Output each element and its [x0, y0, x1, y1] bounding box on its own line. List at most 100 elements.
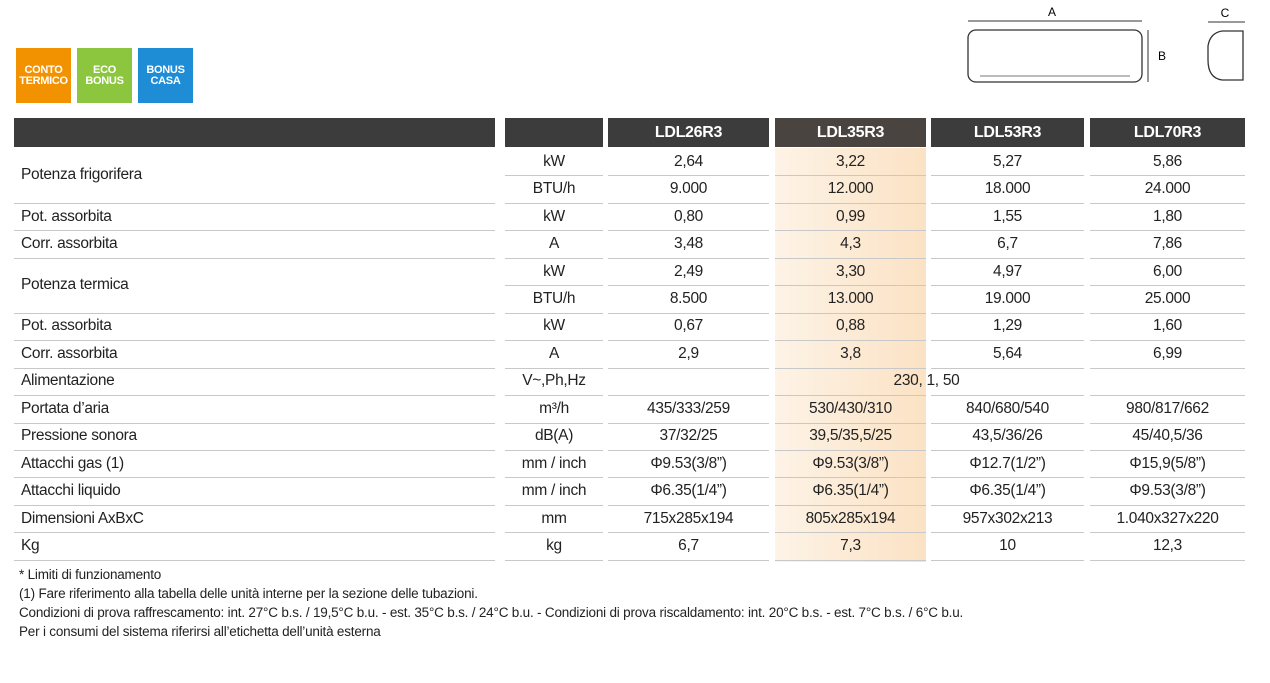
row-separator [14, 340, 495, 342]
row-separator [1090, 285, 1245, 287]
badge-text: BONUS [146, 63, 185, 76]
value: 25.000 [1144, 289, 1191, 307]
value: 45/40,5/36 [1132, 427, 1203, 445]
value: 5,86 [1153, 152, 1182, 170]
row-separator [775, 395, 926, 397]
row-separator [775, 477, 926, 479]
row-separator [1090, 175, 1245, 177]
row-separator [608, 559, 769, 561]
value: Φ12.7(1/2”) [969, 454, 1046, 472]
row-separator [608, 477, 769, 479]
row-separator [1090, 449, 1245, 451]
row-separator [775, 559, 926, 561]
row-label: Potenza frigorifera [21, 166, 142, 184]
row-separator [505, 312, 603, 314]
value: 1,80 [1153, 207, 1182, 225]
value: 6,99 [1153, 344, 1182, 362]
row-separator [608, 367, 769, 369]
value: 435/333/259 [647, 399, 730, 417]
unit: kW [543, 152, 565, 170]
row-separator [505, 202, 603, 204]
row-separator [505, 422, 603, 424]
value: 7,86 [1153, 235, 1182, 253]
row-separator [505, 559, 603, 561]
value: 0,99 [836, 207, 865, 225]
row-separator [608, 175, 769, 177]
row-separator [505, 367, 603, 369]
row-separator [931, 559, 1084, 561]
header-cell [14, 118, 495, 147]
value: 530/430/310 [809, 399, 892, 417]
row-separator [1090, 504, 1245, 506]
unit: kW [543, 207, 565, 225]
row-separator [14, 504, 495, 506]
row-separator [608, 532, 769, 534]
row-label: Potenza termica [21, 276, 129, 294]
unit: BTU/h [532, 180, 576, 198]
row-label: Dimensioni AxBxC [21, 509, 144, 527]
unit: m³/h [539, 399, 569, 417]
row-separator [1090, 312, 1245, 314]
row-label: Corr. assorbita [21, 235, 118, 253]
row-separator [608, 422, 769, 424]
row-separator [931, 285, 1084, 287]
value: 1,55 [993, 207, 1022, 225]
row-separator [505, 532, 603, 534]
column-header: LDL26R3 [608, 118, 769, 147]
row-separator [505, 395, 603, 397]
unit: mm / inch [521, 482, 587, 500]
row-separator [1090, 340, 1245, 342]
value: 9.000 [669, 180, 708, 198]
row-label: Portata d’aria [21, 399, 109, 417]
row-separator [931, 477, 1084, 479]
value: 12.000 [827, 180, 874, 198]
row-separator [14, 477, 495, 479]
value: 8.500 [669, 289, 708, 307]
row-separator [14, 532, 495, 534]
badge: ECO BONUS [77, 48, 132, 103]
row-separator [931, 340, 1084, 342]
value: 2,64 [674, 152, 703, 170]
badge-text: CASA [150, 74, 181, 87]
row-label: Attacchi gas (1) [21, 454, 124, 472]
row-separator [1090, 367, 1245, 369]
row-separator [931, 395, 1084, 397]
value: 5,27 [993, 152, 1022, 170]
unit: A [548, 235, 560, 253]
value: Φ6.35(1/4”) [650, 482, 727, 500]
row-separator [14, 230, 495, 232]
row-separator [14, 202, 495, 204]
value: 3,22 [836, 152, 865, 170]
row-separator [775, 230, 926, 232]
row-separator [14, 257, 495, 259]
value: 980/817/662 [1126, 399, 1209, 417]
row-separator [931, 367, 1084, 369]
value: 1.040x327x220 [1116, 509, 1219, 527]
value: 805x285x194 [805, 509, 896, 527]
unit: kW [543, 317, 565, 335]
value: 0,88 [836, 317, 865, 335]
value: 230, 1, 50 [893, 372, 960, 390]
unit: kW [543, 262, 565, 280]
value: 43,5/36/26 [972, 427, 1043, 445]
value: 0,67 [674, 317, 703, 335]
row-label: Kg [21, 537, 40, 555]
value: 13.000 [827, 289, 874, 307]
value: Φ9.53(3/8”) [812, 454, 889, 472]
row-separator [14, 367, 495, 369]
header-cell [505, 118, 603, 147]
row-separator [1090, 422, 1245, 424]
row-separator [931, 202, 1084, 204]
value: 37/32/25 [659, 427, 718, 445]
value: 0,80 [674, 207, 703, 225]
row-separator [931, 230, 1084, 232]
unit-diagram: A B C [967, 5, 1245, 83]
value: Φ15,9(5/8”) [1129, 454, 1206, 472]
value: 6,7 [997, 235, 1018, 253]
row-separator [608, 395, 769, 397]
badge-text: ECO [93, 63, 116, 76]
value: 4,97 [993, 262, 1022, 280]
unit: BTU/h [532, 289, 576, 307]
value: 10 [999, 537, 1016, 555]
